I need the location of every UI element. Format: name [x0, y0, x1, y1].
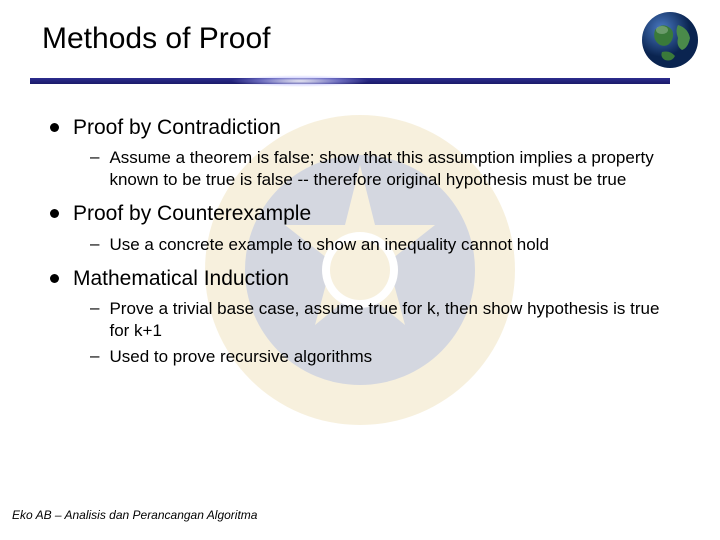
- dash-icon: –: [90, 298, 99, 318]
- bullet-counterexample: Proof by Counterexample: [50, 201, 670, 227]
- sub-bullet-text: Assume a theorem is false; show that thi…: [109, 147, 670, 191]
- slide-title: Methods of Proof: [42, 22, 270, 56]
- bullet-label: Proof by Counterexample: [73, 201, 311, 227]
- bullet-label: Mathematical Induction: [73, 266, 289, 292]
- dash-icon: –: [90, 147, 99, 167]
- sub-bullet: – Assume a theorem is false; show that t…: [90, 147, 670, 191]
- sub-bullet: – Prove a trivial base case, assume true…: [90, 298, 670, 342]
- sub-bullet-text: Use a concrete example to show an inequa…: [109, 234, 548, 256]
- globe-icon: [640, 10, 700, 70]
- sub-bullet-text: Prove a trivial base case, assume true f…: [109, 298, 670, 342]
- bullet-contradiction: Proof by Contradiction: [50, 115, 670, 141]
- dash-icon: –: [90, 346, 99, 366]
- sub-bullet: – Used to prove recursive algorithms: [90, 346, 670, 368]
- content-area: Proof by Contradiction – Assume a theore…: [50, 115, 670, 378]
- title-rule: [30, 78, 670, 84]
- sub-bullet-text: Used to prove recursive algorithms: [109, 346, 372, 368]
- bullet-induction: Mathematical Induction: [50, 266, 670, 292]
- sub-bullet: – Use a concrete example to show an ineq…: [90, 234, 670, 256]
- footer-text: Eko AB – Analisis dan Perancangan Algori…: [12, 508, 257, 522]
- bullet-dot-icon: [50, 123, 59, 132]
- bullet-label: Proof by Contradiction: [73, 115, 281, 141]
- dash-icon: –: [90, 234, 99, 254]
- bullet-dot-icon: [50, 209, 59, 218]
- bullet-dot-icon: [50, 274, 59, 283]
